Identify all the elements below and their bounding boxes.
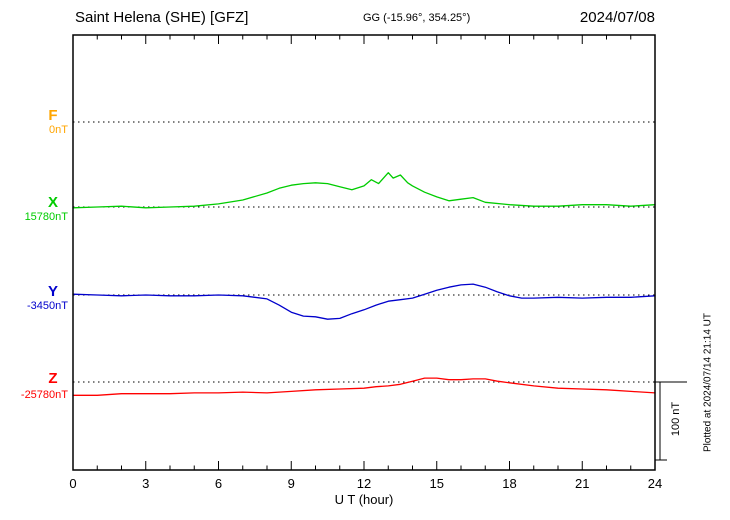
x-tick-label: 15 [430,476,444,491]
trace-z [72,377,656,396]
x-axis-label: U T (hour) [334,492,394,507]
baseline-value-z: -25780nT [20,389,68,401]
plot-date: 2024/07/08 [579,9,655,26]
x-tick-label: 9 [288,476,295,491]
x-tick-label: 3 [142,476,149,491]
component-label-y: Y [47,283,58,300]
trace-x [72,172,656,209]
baseline-value-x: 15780nT [24,211,68,223]
x-tick-label: 12 [357,476,371,491]
trace-y [72,283,656,320]
baseline-value-f: 0nT [49,124,68,136]
x-tick-label: 6 [215,476,222,491]
scale-bar-label: 100 nT [670,401,682,437]
x-tick-label: 0 [69,476,76,491]
component-label-f: F [48,107,58,124]
plot-border [72,34,656,471]
station-title: Saint Helena (SHE) [GFZ] [75,9,249,26]
geo-coordinates: GG (-15.96°, 354.25°) [363,12,471,24]
x-tick-label: 21 [575,476,589,491]
baseline-value-y: -3450nT [27,300,68,312]
x-tick-label: 24 [648,476,662,491]
component-label-x: X [47,194,58,211]
plotted-at-timestamp: Plotted at 2024/07/14 21:14 UT [702,313,714,452]
component-label-z: Z [48,370,58,387]
x-tick-label: 18 [502,476,516,491]
